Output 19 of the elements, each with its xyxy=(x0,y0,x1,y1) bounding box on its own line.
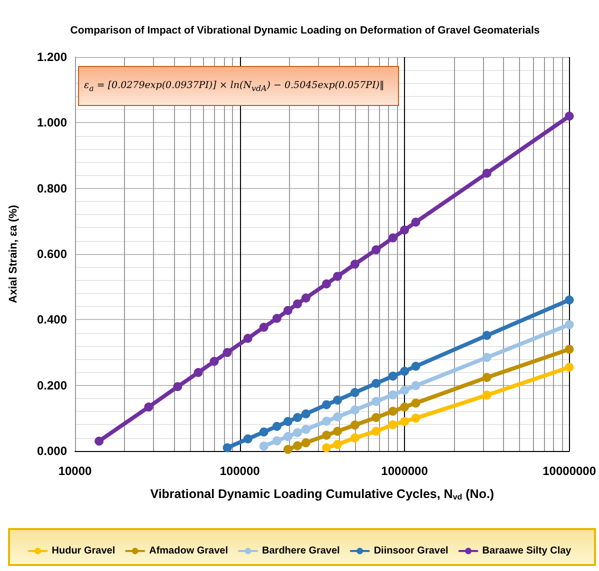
y-tick-label: 0.400 xyxy=(36,312,68,327)
legend-label: Afmadow Gravel xyxy=(149,546,228,556)
y-tick-label: 1.200 xyxy=(36,50,68,64)
y-axis-title: Axial Strain, εa (%) xyxy=(8,204,20,304)
x-tick-label: 10000 xyxy=(58,464,92,478)
x-tick-label: 1000000 xyxy=(381,464,428,478)
legend-label: Bardhere Gravel xyxy=(262,546,340,556)
y-tick-label: 1.000 xyxy=(36,116,68,130)
annotation: ε$_{a}$ = [0.0279exp(0.0937PI)] × ln(N$_{vdA}$) − 0.5045exp(0.057PI)‖ xyxy=(83,79,386,95)
y-tick-label: 0.600 xyxy=(36,247,68,261)
y-tick-label: 0.800 xyxy=(36,181,68,196)
legend-label: Diinsoor Gravel xyxy=(374,546,449,556)
y-tick-label: 0.200 xyxy=(36,378,68,392)
legend-label: Hudur Gravel xyxy=(52,546,116,556)
legend-label: Baraawe Silty Clay xyxy=(482,546,572,556)
y-tick-label: 0.000 xyxy=(36,444,68,458)
x-tick-label: 10000000 xyxy=(542,464,596,478)
chart-title: Comparison of Impact of Vibrational Dynamic Loading on Deformation of Gravel Geomaterials xyxy=(70,24,540,36)
x-tick-label: 100000 xyxy=(220,464,260,478)
